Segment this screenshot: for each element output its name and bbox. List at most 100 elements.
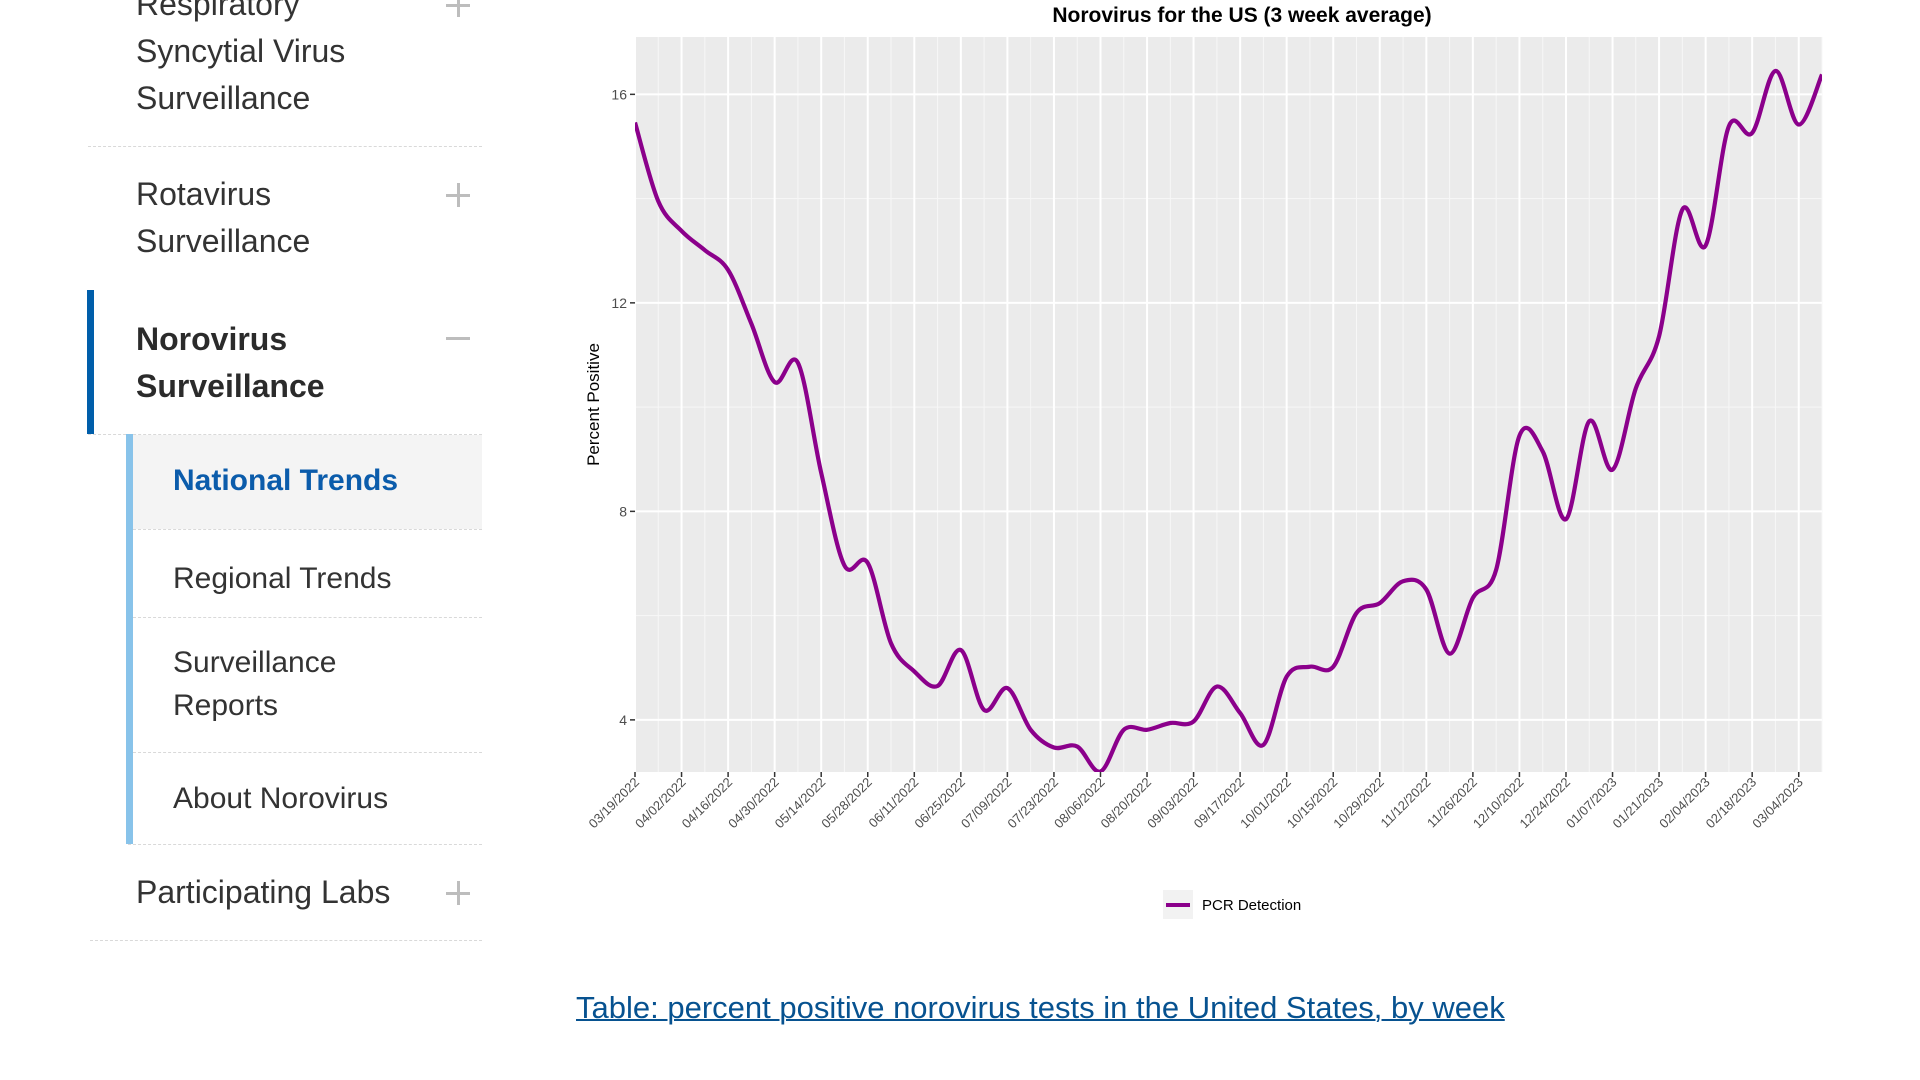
data-point bbox=[1122, 728, 1126, 732]
data-point bbox=[1285, 675, 1289, 679]
legend: PCR Detection bbox=[1163, 890, 1301, 919]
data-point bbox=[1401, 579, 1405, 583]
label-line: Surveillance bbox=[136, 223, 311, 259]
table-link[interactable]: Table: percent positive norovirus tests … bbox=[576, 990, 1505, 1025]
sidebar-item-label: Norovirus Surveillance bbox=[136, 316, 436, 410]
data-point bbox=[703, 248, 707, 252]
subnav-item-about-norovirus[interactable]: About Norovirus bbox=[0, 753, 482, 844]
plot-panel bbox=[635, 37, 1822, 772]
series-group bbox=[633, 68, 1824, 772]
data-point bbox=[1797, 123, 1801, 127]
data-point bbox=[959, 648, 963, 652]
sidebar-item-rotavirus-surveillance[interactable]: Rotavirus Surveillance bbox=[0, 147, 482, 287]
data-point bbox=[796, 361, 800, 365]
sidebar-item-rsv-surveillance[interactable]: Respiratory Syncytial Virus Surveillance bbox=[0, 0, 482, 146]
plus-icon[interactable] bbox=[446, 183, 470, 207]
data-point bbox=[982, 708, 986, 712]
data-point bbox=[936, 684, 940, 688]
minus-icon[interactable] bbox=[446, 326, 470, 350]
label-line: Surveillance bbox=[173, 646, 337, 679]
x-tick-label: 10/29/2022 bbox=[1330, 775, 1387, 832]
data-point bbox=[912, 669, 916, 673]
data-point bbox=[889, 641, 893, 645]
label-line: Regional Trends bbox=[173, 562, 392, 595]
sidebar-item-label: Participating Labs bbox=[136, 869, 436, 916]
label-line: Participating Labs bbox=[136, 874, 391, 910]
data-point bbox=[1261, 743, 1265, 747]
data-point bbox=[1704, 244, 1708, 248]
plus-icon[interactable] bbox=[446, 0, 470, 17]
subnav-item-label: Surveillance Reports bbox=[173, 641, 463, 727]
minor-gridlines bbox=[635, 37, 1823, 772]
label-line: National Trends bbox=[173, 464, 399, 497]
x-tick-label: 03/04/2023 bbox=[1749, 775, 1806, 832]
data-point bbox=[1192, 719, 1196, 723]
label-line: Syncytial Virus bbox=[136, 33, 346, 69]
data-point bbox=[1564, 517, 1568, 521]
data-point bbox=[656, 199, 660, 203]
data-point bbox=[842, 564, 846, 568]
data-point bbox=[1168, 721, 1172, 725]
y-axis: 4 8 12 16 bbox=[611, 86, 635, 728]
legend-label: PCR Detection bbox=[1202, 897, 1301, 914]
subnav-item-label: Regional Trends bbox=[173, 557, 463, 600]
sidebar-item-norovirus-surveillance[interactable]: Norovirus Surveillance bbox=[0, 290, 482, 434]
subnav-item-label: National Trends bbox=[173, 459, 463, 502]
data-point bbox=[1052, 746, 1056, 750]
data-point bbox=[1145, 728, 1149, 732]
series-line-pcr-detection bbox=[635, 68, 1822, 772]
subnav-item-national-trends[interactable]: National Trends bbox=[0, 435, 482, 529]
data-point bbox=[1634, 386, 1638, 390]
current-item-highlight bbox=[133, 435, 482, 529]
data-point bbox=[1215, 685, 1219, 689]
label-line: Rotavirus bbox=[136, 176, 272, 212]
data-point bbox=[749, 322, 753, 326]
label-line: Respiratory bbox=[136, 0, 300, 22]
y-axis-title: Percent Positive bbox=[584, 343, 603, 466]
data-point bbox=[1517, 434, 1521, 438]
chart-title: Norovirus for the US (3 week average) bbox=[1052, 4, 1431, 27]
subnav-item-label: About Norovirus bbox=[173, 777, 463, 820]
data-point bbox=[1075, 744, 1079, 748]
data-point bbox=[726, 268, 730, 272]
subnav-item-regional-trends[interactable]: Regional Trends bbox=[0, 530, 482, 617]
data-point bbox=[1750, 131, 1754, 135]
x-tick-label: 05/28/2022 bbox=[818, 775, 875, 832]
subnav-indicator-bar bbox=[126, 434, 133, 844]
data-point bbox=[633, 120, 637, 124]
sidebar-item-participating-labs[interactable]: Participating Labs bbox=[0, 845, 482, 940]
norovirus-line-chart: Norovirus for the US (3 week average) 4 8… bbox=[584, 4, 1824, 919]
divider bbox=[90, 940, 482, 941]
data-point bbox=[1541, 449, 1545, 453]
data-point bbox=[1587, 419, 1591, 423]
y-tick-label: 16 bbox=[611, 86, 627, 102]
label-line: About Norovirus bbox=[173, 782, 389, 815]
data-point bbox=[680, 229, 684, 233]
y-tick-label: 8 bbox=[619, 503, 627, 519]
data-point bbox=[1727, 124, 1731, 128]
plus-icon[interactable] bbox=[446, 881, 470, 905]
subnav-item-surveillance-reports[interactable]: Surveillance Reports bbox=[0, 618, 482, 752]
data-point bbox=[866, 561, 870, 565]
x-axis: 03/19/202204/02/202204/16/202204/30/2022… bbox=[585, 772, 1806, 832]
data-point bbox=[1005, 686, 1009, 690]
label-line: Surveillance bbox=[136, 80, 311, 116]
data-point bbox=[1657, 334, 1661, 338]
data-point bbox=[1448, 652, 1452, 656]
data-point bbox=[1611, 468, 1615, 472]
divider bbox=[133, 529, 482, 530]
divider bbox=[133, 617, 482, 618]
data-point bbox=[1378, 601, 1382, 605]
divider bbox=[128, 844, 482, 845]
y-tick-label: 12 bbox=[611, 295, 627, 311]
data-point bbox=[1820, 73, 1824, 77]
data-point bbox=[773, 380, 777, 384]
data-point bbox=[1471, 596, 1475, 600]
sidebar-item-label: Rotavirus Surveillance bbox=[136, 171, 436, 265]
data-point bbox=[1355, 611, 1359, 615]
data-point bbox=[1238, 711, 1242, 715]
divider bbox=[88, 146, 482, 147]
data-point bbox=[1773, 69, 1777, 73]
sidebar-item-label: Respiratory Syncytial Virus Surveillance bbox=[136, 0, 436, 122]
data-point bbox=[1331, 665, 1335, 669]
